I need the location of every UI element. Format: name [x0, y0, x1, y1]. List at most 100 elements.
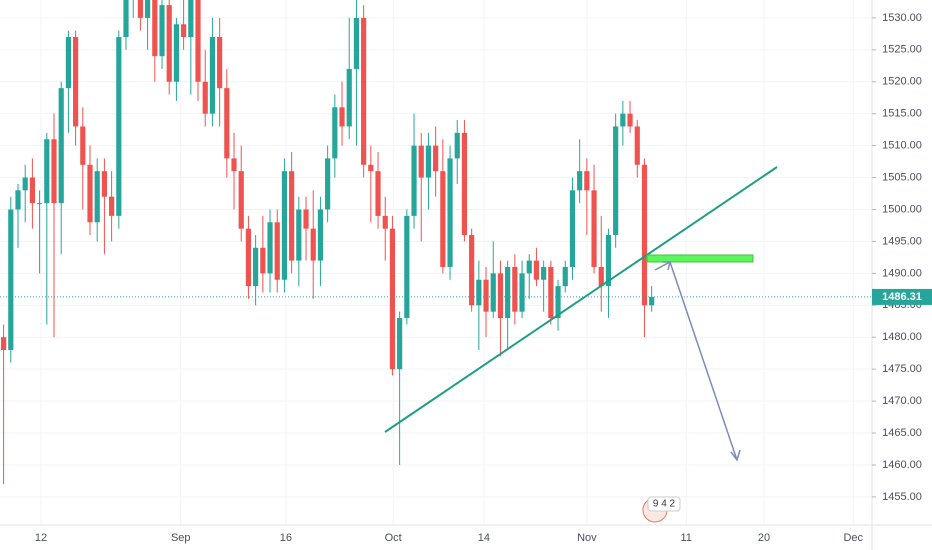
candle	[497, 260, 504, 357]
candle	[137, 0, 144, 31]
candle-body	[58, 88, 64, 204]
x-tick-label: Oct	[385, 532, 402, 544]
candle-body	[65, 37, 71, 89]
candle-body	[591, 190, 597, 267]
y-tick-label: 1510.00	[882, 140, 922, 152]
candle	[296, 196, 302, 287]
candle-body	[267, 222, 273, 274]
grid	[0, 0, 872, 525]
candle	[382, 196, 388, 261]
candle-body	[29, 177, 35, 204]
candle-body	[253, 247, 259, 287]
candle	[368, 145, 374, 223]
x-tick-label: Sep	[171, 532, 191, 544]
candle	[65, 30, 71, 133]
candle	[454, 120, 460, 184]
candle	[181, 0, 187, 50]
candle	[116, 30, 122, 229]
event-badge: 9 4 2	[642, 496, 681, 523]
candles	[1, 0, 655, 485]
candle-body	[389, 228, 396, 370]
candle	[404, 209, 410, 325]
candle	[8, 196, 14, 363]
y-tick-label: 1455.00	[882, 491, 922, 503]
candle	[195, 0, 201, 101]
candle-body	[101, 171, 108, 197]
candle-body	[649, 296, 655, 306]
y-tick-label: 1530.00	[882, 12, 922, 24]
candle-body	[173, 24, 180, 82]
candle	[281, 158, 288, 293]
candle	[512, 254, 518, 325]
candle-body	[526, 260, 532, 274]
candle-body	[1, 337, 7, 350]
candle	[562, 260, 568, 293]
candle	[555, 279, 561, 331]
candle-body	[461, 132, 468, 236]
candle-body	[353, 17, 360, 69]
x-tick-label: 14	[478, 532, 490, 544]
candle	[260, 215, 266, 293]
candle-body	[569, 190, 576, 267]
candle-body	[202, 81, 208, 114]
candle-body	[627, 113, 633, 127]
candle-body	[548, 266, 554, 319]
candle-body	[620, 113, 626, 127]
candle-body	[145, 0, 151, 18]
candle-body	[584, 171, 590, 191]
candle-body	[159, 5, 165, 57]
y-tick-label: 1515.00	[882, 108, 922, 120]
candle-body	[634, 126, 640, 165]
x-tick-label: 11	[681, 532, 692, 544]
x-tick-label: 20	[758, 532, 770, 544]
y-tick-label: 1465.00	[882, 427, 922, 439]
candle-body	[281, 171, 288, 280]
badge-box	[647, 496, 681, 512]
candle-body	[181, 24, 187, 38]
candle	[541, 260, 547, 312]
candle	[519, 260, 525, 319]
candle-body	[375, 171, 381, 216]
candle-body	[94, 171, 100, 223]
y-tick-label: 1460.00	[882, 459, 922, 471]
candle	[332, 94, 338, 178]
candle-body	[109, 196, 115, 216]
candle	[447, 145, 453, 280]
candle-body	[123, 0, 129, 38]
candle	[58, 81, 64, 255]
candle-body	[44, 139, 50, 204]
candle	[605, 228, 612, 319]
candle	[159, 0, 165, 69]
candle	[1, 324, 7, 485]
y-tick-label: 1475.00	[882, 363, 922, 375]
candle	[440, 139, 446, 274]
x-tick-label: Dec	[843, 532, 863, 544]
candle-body	[433, 145, 439, 172]
candle-body	[188, 0, 194, 38]
candle	[73, 30, 79, 146]
candle	[188, 0, 194, 95]
candle-body	[296, 209, 302, 261]
candle	[245, 215, 252, 299]
candle	[224, 68, 230, 178]
candle	[418, 132, 424, 242]
candle-body	[425, 145, 432, 178]
candle-body	[361, 17, 367, 165]
candle-body	[224, 88, 230, 159]
candle	[361, 5, 367, 178]
candle-body	[166, 5, 172, 82]
candle	[132, 0, 134, 18]
candle-body	[382, 215, 388, 229]
candle	[209, 17, 216, 127]
y-tick-label: 1480.00	[882, 331, 922, 343]
last-price-tag	[872, 288, 932, 305]
candle-body	[22, 177, 28, 191]
candle-body	[533, 260, 540, 280]
candle	[152, 0, 158, 82]
candle-body	[37, 203, 43, 205]
candle	[94, 158, 100, 242]
candle	[397, 311, 403, 465]
candle-body	[15, 190, 21, 210]
candle	[433, 126, 439, 197]
candle	[173, 17, 180, 101]
